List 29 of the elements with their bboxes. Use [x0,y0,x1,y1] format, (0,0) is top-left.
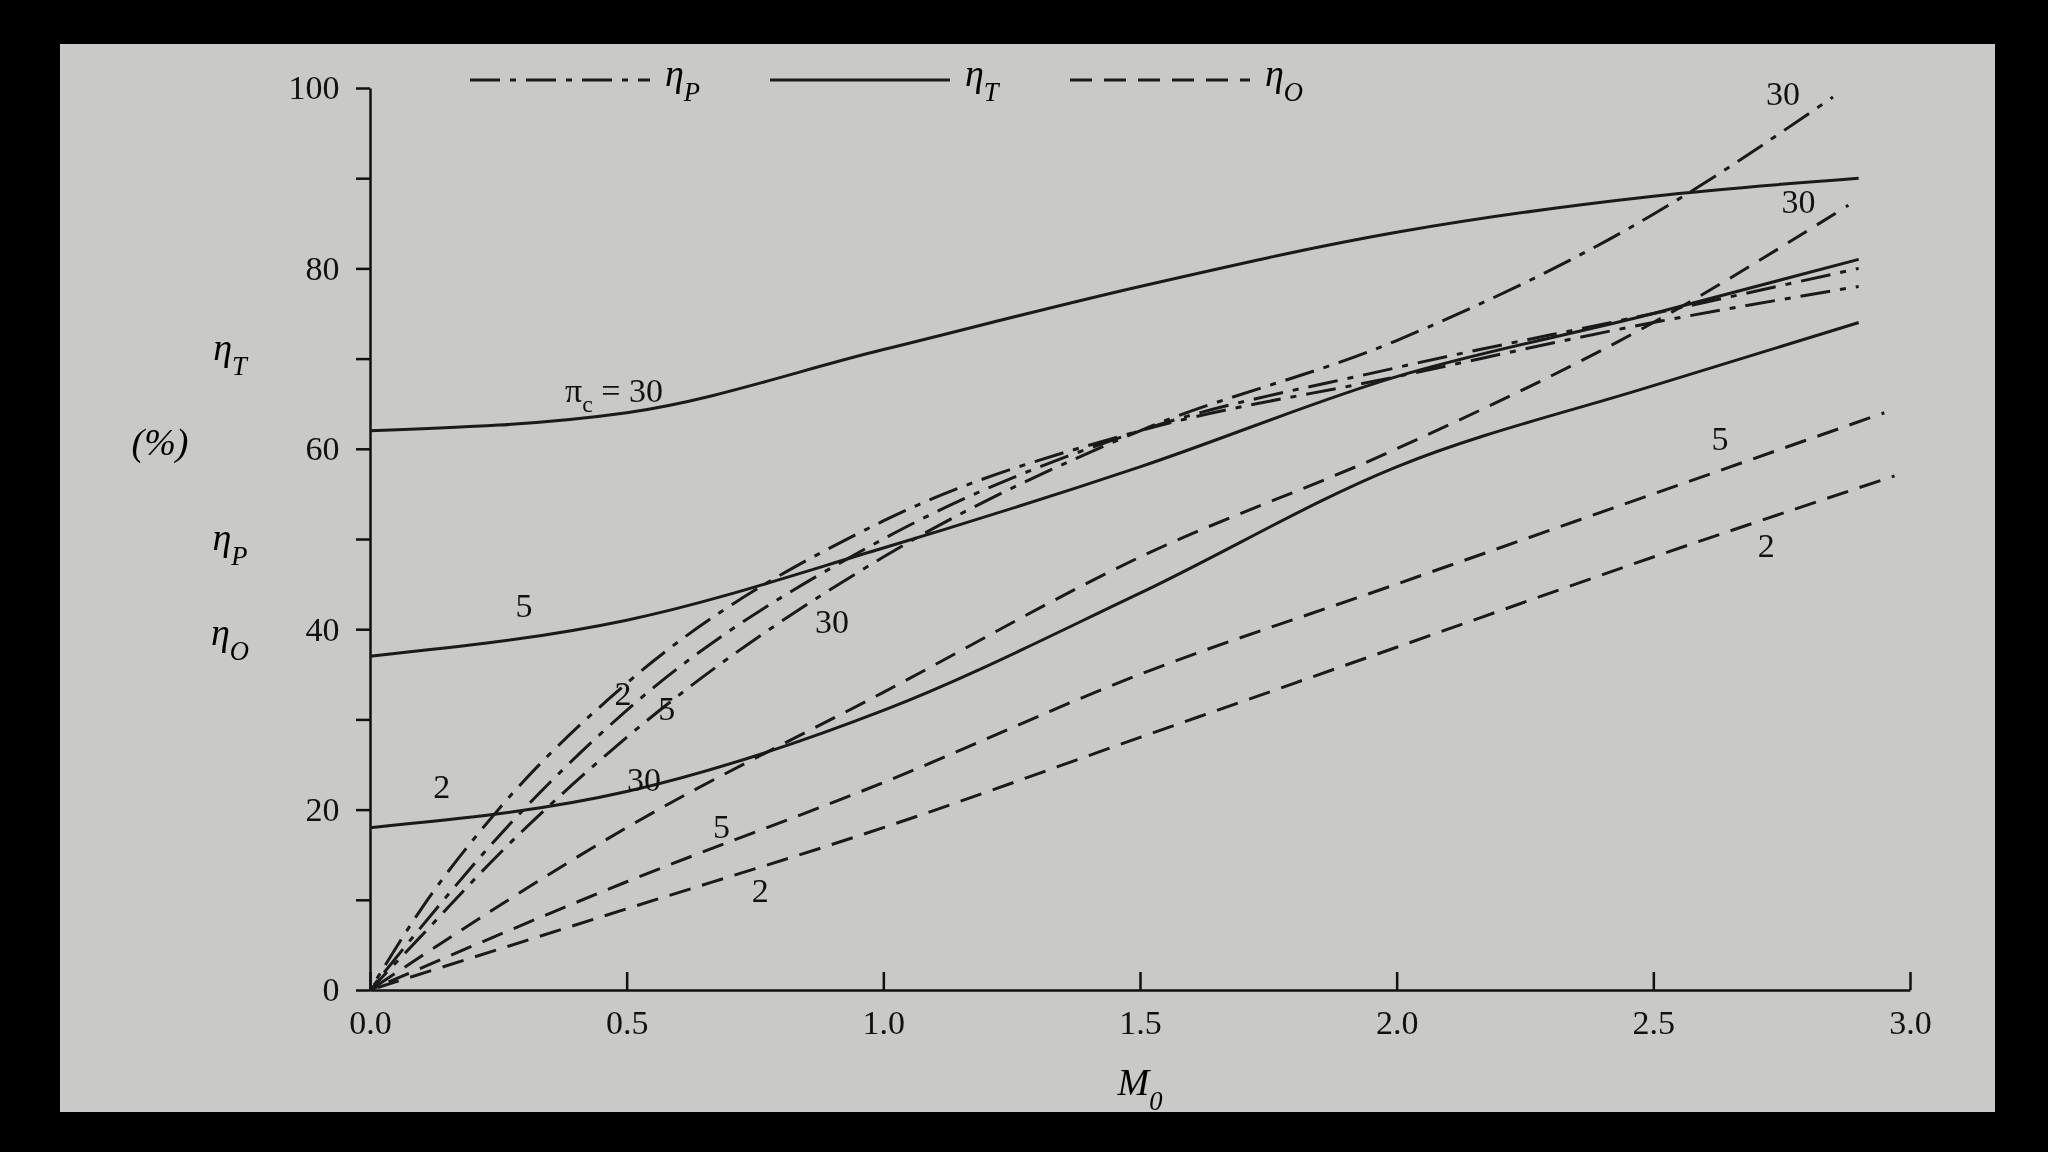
text: η$_{T}$ (%) η$_{P}$ η$_{O}$ [131,326,250,666]
y-tick-label: 40 [305,610,340,648]
x-tick-label: 1.5 [1119,1003,1162,1041]
x-tick-label: 2.0 [1375,1003,1419,1041]
legend-label: η$_{P}$ [665,52,701,107]
x-tick-label: 0.0 [349,1003,392,1041]
annotation: 30 [1781,183,1816,221]
x-tick-label: 0.5 [605,1003,649,1041]
annotation: 2 [614,674,632,712]
annotation: 2 [751,872,769,910]
y-tick-label: 20 [305,790,340,828]
y-tick-label: 0 [322,971,340,1009]
annotation: 2 [1757,526,1775,564]
x-tick-label: 3.0 [1889,1003,1932,1041]
x-tick-label: 1.0 [862,1003,906,1041]
legend-label: η$_{O}$ [1265,52,1304,107]
annotation: 5 [713,808,731,846]
annotation: 30 [815,602,849,640]
x-tick-label: 2.5 [1632,1003,1676,1041]
y-tick-label: 80 [305,249,340,287]
annotation: 2 [433,767,451,805]
annotation: 5 [515,586,533,624]
annotation: π$_{c}$ = 30 [565,371,663,418]
annotation: 30 [1766,74,1800,112]
y-tick-label: 60 [305,430,340,468]
annotation: 5 [1711,420,1729,458]
legend-label: η$_{T}$ [965,52,1001,107]
x-axis-title: M$_{0}$ [1116,1061,1163,1116]
y-tick-label: 100 [288,69,340,107]
